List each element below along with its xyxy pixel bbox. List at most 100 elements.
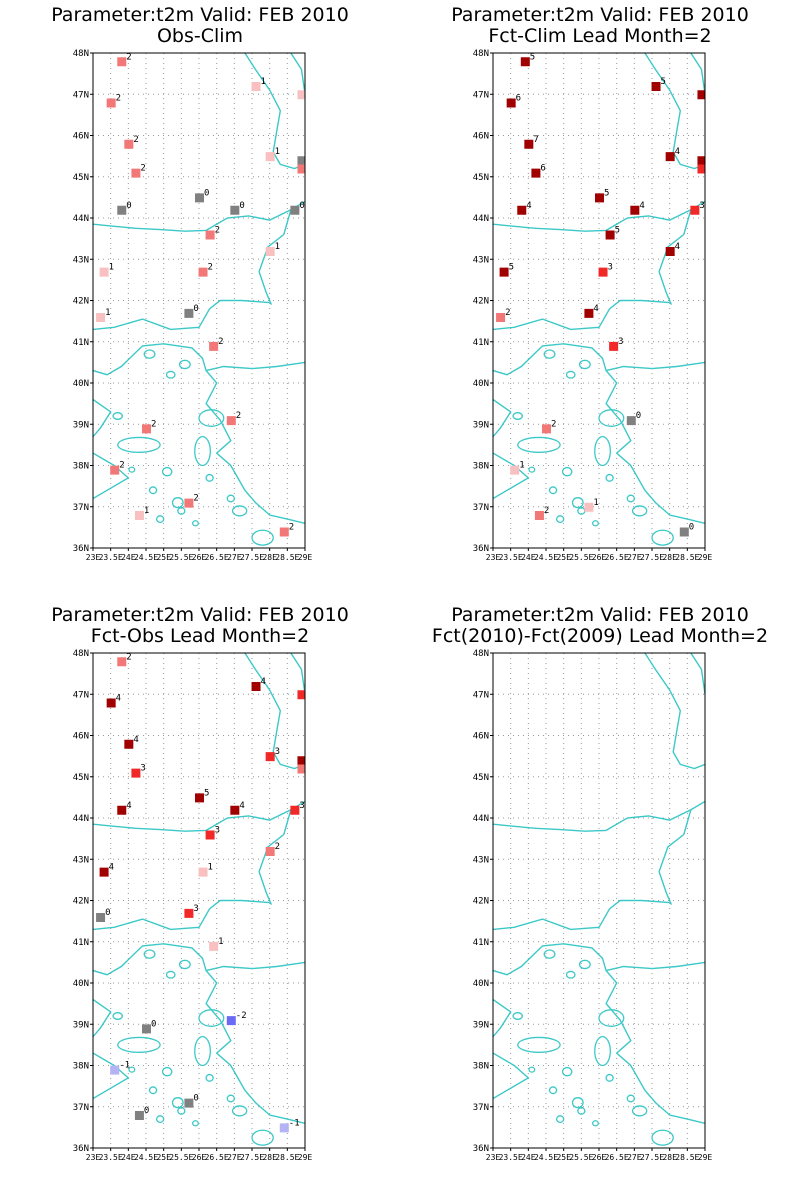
- island: [231, 505, 248, 517]
- panel-title: Parameter:t2m Valid: FEB 2010: [51, 4, 349, 26]
- panel-fct-obs: Parameter:t2m Valid: FEB 2010 Fct-Obs Le…: [0, 600, 400, 1200]
- station-value: 2: [140, 164, 145, 174]
- coastline: [605, 970, 705, 1124]
- station-marker: [106, 98, 116, 108]
- panel-subtitle: Fct(2010)-Fct(2009) Lead Month=2: [431, 625, 769, 647]
- lon-label: 25E: [156, 1153, 171, 1162]
- panel-title: Parameter:t2m Valid: FEB 2010: [451, 4, 749, 26]
- lat-label: 47N: [73, 690, 89, 700]
- station-marker: [195, 793, 204, 803]
- station-value: 0: [239, 201, 244, 211]
- coastline: [493, 398, 512, 438]
- station-value: 2: [289, 523, 294, 533]
- station-value: 5: [706, 151, 711, 161]
- island: [191, 1120, 199, 1127]
- station-marker: [697, 156, 705, 166]
- station-marker: [630, 205, 640, 215]
- lat-label: 41N: [473, 938, 489, 948]
- station-value: 0: [126, 201, 131, 211]
- lon-label: 28.5E: [275, 553, 299, 562]
- station-marker: [506, 98, 516, 108]
- lon-label: 23.5E: [99, 1153, 123, 1162]
- station-value: 5: [530, 52, 535, 62]
- island: [155, 1115, 165, 1124]
- lon-label: 23.5E: [99, 553, 123, 562]
- station-marker: [542, 424, 551, 434]
- station-value: 5: [306, 751, 311, 761]
- lon-label: 27E: [227, 553, 242, 562]
- station-value: 0: [689, 523, 694, 533]
- lon-label: 29E: [698, 1153, 713, 1162]
- station-marker: [226, 416, 236, 426]
- island: [594, 1035, 611, 1067]
- station-value: 4: [526, 201, 531, 211]
- lon-label: 25E: [556, 553, 571, 562]
- station-marker: [117, 57, 127, 67]
- station-value: 0: [193, 304, 198, 314]
- lat-label: 37N: [473, 503, 489, 513]
- station-marker: [184, 308, 194, 318]
- station-value: 4: [116, 694, 121, 704]
- island: [561, 466, 573, 477]
- station-value: 1: [275, 147, 280, 157]
- island: [148, 486, 158, 495]
- lon-label: 24E: [521, 553, 536, 562]
- station-marker: [595, 193, 604, 203]
- station-map: 48N47N46N45N44N43N42N41N40N39N38N37N36N2…: [473, 649, 713, 1162]
- coastline: [493, 343, 705, 376]
- station-marker: [679, 527, 689, 537]
- station-marker: [651, 82, 661, 91]
- station-marker: [96, 313, 106, 322]
- lat-label: 42N: [473, 897, 489, 907]
- lat-label: 44N: [473, 814, 489, 824]
- lat-label: 38N: [73, 1062, 89, 1072]
- station-marker: [134, 1111, 144, 1120]
- lat-label: 39N: [473, 420, 489, 430]
- island: [191, 520, 199, 527]
- lon-label: 28E: [662, 1153, 677, 1162]
- island: [177, 1106, 186, 1115]
- island: [565, 970, 576, 979]
- lat-label: 48N: [473, 649, 489, 659]
- island: [251, 529, 274, 546]
- station-marker: [499, 267, 509, 277]
- station-value: 3: [699, 201, 704, 211]
- station-marker: [584, 502, 594, 512]
- lon-label: 26E: [192, 1153, 207, 1162]
- station-value: 5: [615, 226, 620, 236]
- station-value: 2: [306, 160, 311, 170]
- station-marker: [124, 739, 134, 749]
- station-value: 1: [275, 242, 280, 252]
- lon-label: 23E: [86, 553, 101, 562]
- station-marker: [117, 657, 127, 667]
- station-marker: [124, 139, 134, 149]
- island: [571, 1097, 584, 1109]
- island: [651, 529, 674, 546]
- lat-label: 36N: [73, 544, 89, 554]
- lat-label: 44N: [73, 814, 89, 824]
- coastline: [493, 200, 705, 232]
- island: [128, 1066, 136, 1073]
- island: [543, 949, 556, 959]
- station-value: 3: [215, 826, 220, 836]
- lat-label: 38N: [473, 462, 489, 472]
- station-value: 4: [675, 242, 680, 252]
- lon-label: 28E: [262, 1153, 277, 1162]
- lon-label: 25E: [156, 553, 171, 562]
- lon-label: 25E: [556, 1153, 571, 1162]
- lon-label: 25.5E: [169, 1153, 193, 1162]
- station-value: 4: [109, 863, 114, 873]
- lat-label: 38N: [473, 1062, 489, 1072]
- lat-label: 46N: [73, 132, 89, 142]
- station-value: 2: [215, 226, 220, 236]
- lon-label: 28.5E: [675, 1153, 699, 1162]
- lat-label: 45N: [73, 173, 89, 183]
- station-marker: [265, 247, 275, 256]
- island: [605, 1073, 614, 1082]
- panel-title: Parameter:t2m Valid: FEB 2010: [51, 604, 349, 626]
- island: [651, 1129, 674, 1146]
- coastline: [93, 398, 112, 438]
- coastline: [258, 209, 292, 305]
- lat-label: 45N: [73, 773, 89, 783]
